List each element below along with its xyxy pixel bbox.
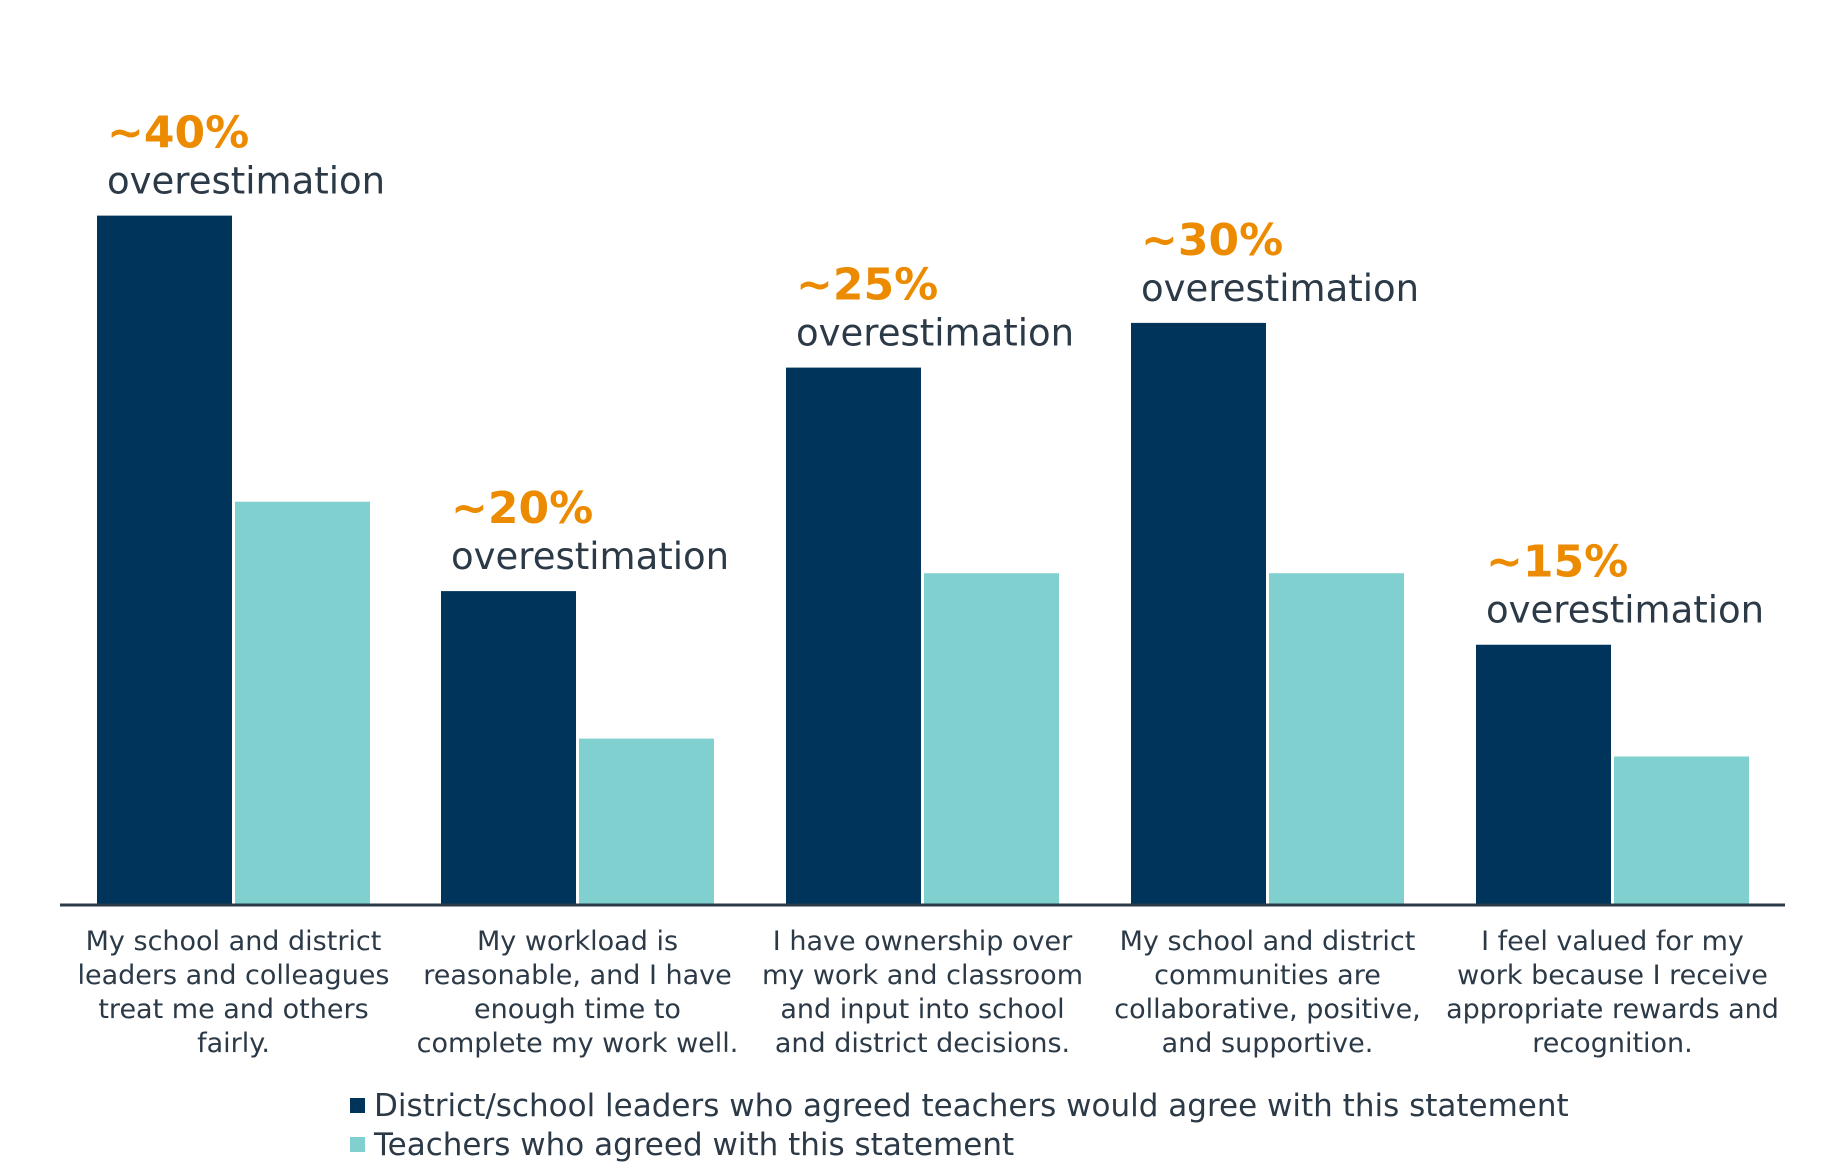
legend: District/school leaders who agreed teach… — [350, 1086, 1569, 1164]
category-label-line: communities are — [1154, 960, 1381, 991]
category-label-line: My school and district — [1120, 926, 1416, 957]
category-label-1: My school and district leaders and collea… — [78, 926, 390, 1059]
category-label-line: leaders and colleagues — [78, 960, 390, 991]
bar-teachers-3 — [924, 573, 1059, 904]
category-label-line: collaborative, positive, — [1114, 994, 1421, 1025]
annotation-text-5: overestimation — [1486, 589, 1764, 632]
category-label-line: I have ownership over — [773, 926, 1073, 957]
bar-leaders-4 — [1131, 322, 1266, 904]
legend-label-leaders: District/school leaders who agreed teach… — [374, 1087, 1569, 1124]
annotation-value-1: ~40% — [107, 108, 249, 159]
category-label-line: and input into school — [780, 994, 1064, 1025]
legend-item-leaders: District/school leaders who agreed teach… — [350, 1086, 1569, 1125]
bar-teachers-2 — [579, 738, 714, 904]
category-label-line: and supportive. — [1162, 1028, 1374, 1059]
category-label-line: My workload is — [477, 926, 678, 957]
bar-teachers-5 — [1614, 756, 1749, 904]
category-label-4: My school and district communities are col… — [1114, 926, 1421, 1059]
bar-leaders-2 — [441, 591, 576, 904]
category-label-line: I feel valued for my — [1481, 926, 1744, 957]
annotation-value-2: ~20% — [451, 483, 593, 534]
category-label-line: enough time to — [474, 994, 681, 1025]
bar-teachers-4 — [1269, 573, 1404, 904]
category-label-line: appropriate rewards and — [1446, 994, 1779, 1025]
category-label-line: and district decisions. — [775, 1028, 1070, 1059]
annotation-text-2: overestimation — [451, 535, 729, 578]
category-label-line: complete my work well. — [417, 1028, 739, 1059]
annotation-value-3: ~25% — [796, 260, 938, 311]
bar-leaders-5 — [1476, 644, 1611, 904]
annotation-value-4: ~30% — [1141, 215, 1283, 266]
legend-label-teachers: Teachers who agreed with this statement — [374, 1126, 1015, 1163]
category-label-2: My workload is reasonable, and I have enou… — [417, 926, 739, 1059]
category-label-line: work because I receive — [1457, 960, 1768, 991]
category-label-5: I feel valued for my work because I recei… — [1446, 926, 1779, 1059]
bar-leaders-3 — [786, 367, 921, 905]
category-label-line: fairly. — [197, 1028, 270, 1059]
category-label-3: I have ownership over my work and classro… — [762, 926, 1083, 1059]
bar-teachers-1 — [235, 501, 370, 904]
bar-leaders-1 — [97, 215, 232, 904]
legend-swatch-teachers — [350, 1137, 365, 1152]
category-label-line: My school and district — [86, 926, 382, 957]
annotation-text-1: overestimation — [107, 160, 385, 203]
legend-swatch-leaders — [350, 1098, 365, 1113]
category-label-line: my work and classroom — [762, 960, 1083, 991]
legend-item-teachers: Teachers who agreed with this statement — [350, 1125, 1569, 1164]
category-label-line: reasonable, and I have — [423, 960, 732, 991]
category-label-line: recognition. — [1532, 1028, 1693, 1059]
annotation-value-5: ~15% — [1486, 537, 1628, 588]
category-label-line: treat me and others — [98, 994, 368, 1025]
annotation-text-4: overestimation — [1141, 267, 1419, 310]
annotation-text-3: overestimation — [796, 312, 1074, 355]
